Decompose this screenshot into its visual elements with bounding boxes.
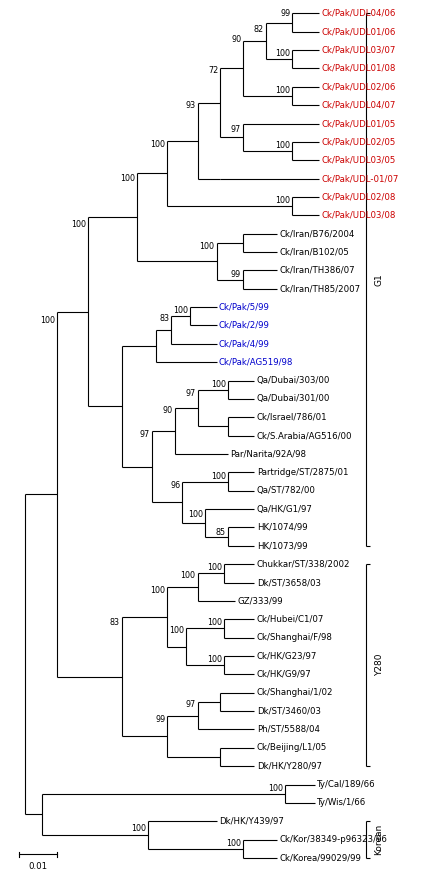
Text: Dk/HK/Y280/97: Dk/HK/Y280/97 [257,761,322,771]
Text: 90: 90 [163,406,173,415]
Text: Ck/Pak/UDL02/06: Ck/Pak/UDL02/06 [321,82,395,91]
Text: 72: 72 [208,66,218,74]
Text: GZ/333/99: GZ/333/99 [238,597,283,605]
Text: Qa/Dubai/303/00: Qa/Dubai/303/00 [257,376,330,385]
Text: Ck/Iran/TH386/07: Ck/Iran/TH386/07 [279,266,355,275]
Text: Ck/Pak/UDL03/05: Ck/Pak/UDL03/05 [321,156,395,165]
Text: 100: 100 [211,379,226,389]
Text: G1: G1 [375,273,384,286]
Text: 96: 96 [170,481,181,490]
Text: Ck/Pak/UDL-01/07: Ck/Pak/UDL-01/07 [321,174,398,183]
Text: Ck/HK/G23/97: Ck/HK/G23/97 [257,652,317,661]
Text: 100: 100 [173,307,188,315]
Text: Chukkar/ST/338/2002: Chukkar/ST/338/2002 [257,560,350,569]
Text: 97: 97 [185,700,196,710]
Text: Qa/ST/782/00: Qa/ST/782/00 [257,486,316,495]
Text: Ck/Shanghai/1/02: Ck/Shanghai/1/02 [257,689,333,697]
Text: 100: 100 [275,141,291,150]
Text: 100: 100 [275,196,291,205]
Text: Ck/Pak/AG519/98: Ck/Pak/AG519/98 [219,357,293,367]
Text: 100: 100 [150,586,165,596]
Text: Ck/Hubei/C1/07: Ck/Hubei/C1/07 [257,615,324,624]
Text: Ty/Cal/189/66: Ty/Cal/189/66 [317,780,376,789]
Text: 99: 99 [155,715,165,724]
Text: Ck/Iran/B102/05: Ck/Iran/B102/05 [279,248,349,257]
Text: 100: 100 [211,471,226,481]
Text: 100: 100 [275,86,291,95]
Text: Dk/ST/3460/03: Dk/ST/3460/03 [257,707,321,716]
Text: 100: 100 [169,625,184,635]
Text: HK/1073/99: HK/1073/99 [257,541,307,550]
Text: Ck/Shanghai/F/98: Ck/Shanghai/F/98 [257,633,333,642]
Text: Ck/Beijing/L1/05: Ck/Beijing/L1/05 [257,744,327,752]
Text: 90: 90 [231,34,241,44]
Text: Ty/Wis/1/66: Ty/Wis/1/66 [317,798,367,808]
Text: Ck/Pak/UDL02/08: Ck/Pak/UDL02/08 [321,193,395,201]
Text: Ck/Pak/UDL03/07: Ck/Pak/UDL03/07 [321,46,395,54]
Text: Ph/ST/5588/04: Ph/ST/5588/04 [257,725,320,734]
Text: Y280: Y280 [375,653,384,676]
Text: Ck/S.Arabia/AG516/00: Ck/S.Arabia/AG516/00 [257,431,352,440]
Text: Partridge/ST/2875/01: Partridge/ST/2875/01 [257,468,348,477]
Text: 85: 85 [216,528,226,538]
Text: 99: 99 [231,270,241,279]
Text: Ck/Pak/UDL03/08: Ck/Pak/UDL03/08 [321,211,395,220]
Text: 97: 97 [185,389,196,398]
Text: 82: 82 [254,25,264,34]
Text: 100: 100 [207,655,222,664]
Text: Ck/Pak/5/99: Ck/Pak/5/99 [219,302,270,312]
Text: Ck/Kor/38349-p96323/96: Ck/Kor/38349-p96323/96 [279,835,387,844]
Text: 100: 100 [71,220,86,229]
Text: 100: 100 [40,316,55,325]
Text: Ck/Pak/UDL04/06: Ck/Pak/UDL04/06 [321,9,395,18]
Text: Dk/ST/3658/03: Dk/ST/3658/03 [257,578,321,587]
Text: 99: 99 [280,9,291,18]
Text: 100: 100 [120,174,135,183]
Text: Ck/Korea/99029/99: Ck/Korea/99029/99 [279,853,361,863]
Text: Ck/HK/G9/97: Ck/HK/G9/97 [257,670,311,679]
Text: Ck/Israel/786/01: Ck/Israel/786/01 [257,413,327,421]
Text: 100: 100 [268,784,283,793]
Text: Ck/Iran/B76/2004: Ck/Iran/B76/2004 [279,230,355,238]
Text: 100: 100 [150,140,165,149]
Text: 100: 100 [188,510,203,519]
Text: Dk/HK/Y439/97: Dk/HK/Y439/97 [219,816,284,826]
Text: Ck/Pak/UDL02/05: Ck/Pak/UDL02/05 [321,138,395,146]
Text: Ck/Pak/4/99: Ck/Pak/4/99 [219,339,270,349]
Text: 100: 100 [226,838,241,848]
Text: 93: 93 [185,101,196,110]
Text: 100: 100 [131,824,146,833]
Text: 97: 97 [231,124,241,133]
Text: 0.01: 0.01 [29,862,48,871]
Text: Par/Narita/92A/98: Par/Narita/92A/98 [230,449,306,458]
Text: Ck/Pak/2/99: Ck/Pak/2/99 [219,321,270,330]
Text: 83: 83 [110,618,120,627]
Text: 97: 97 [140,430,150,439]
Text: Ck/Pak/UDL04/07: Ck/Pak/UDL04/07 [321,101,395,110]
Text: Ck/Iran/TH85/2007: Ck/Iran/TH85/2007 [279,285,361,293]
Text: 100: 100 [207,563,222,572]
Text: 100: 100 [275,49,291,58]
Text: 100: 100 [200,242,215,251]
Text: Ck/Pak/UDL01/08: Ck/Pak/UDL01/08 [321,64,395,73]
Text: Ck/Pak/UDL01/06: Ck/Pak/UDL01/06 [321,27,395,36]
Text: Ck/Pak/UDL01/05: Ck/Pak/UDL01/05 [321,119,395,128]
Text: 100: 100 [181,570,196,580]
Text: 83: 83 [159,314,169,322]
Text: 100: 100 [207,618,222,627]
Text: Qa/Dubai/301/00: Qa/Dubai/301/00 [257,394,330,404]
Text: Qa/HK/G1/97: Qa/HK/G1/97 [257,505,313,513]
Text: Korean: Korean [375,824,384,855]
Text: HK/1074/99: HK/1074/99 [257,523,307,532]
